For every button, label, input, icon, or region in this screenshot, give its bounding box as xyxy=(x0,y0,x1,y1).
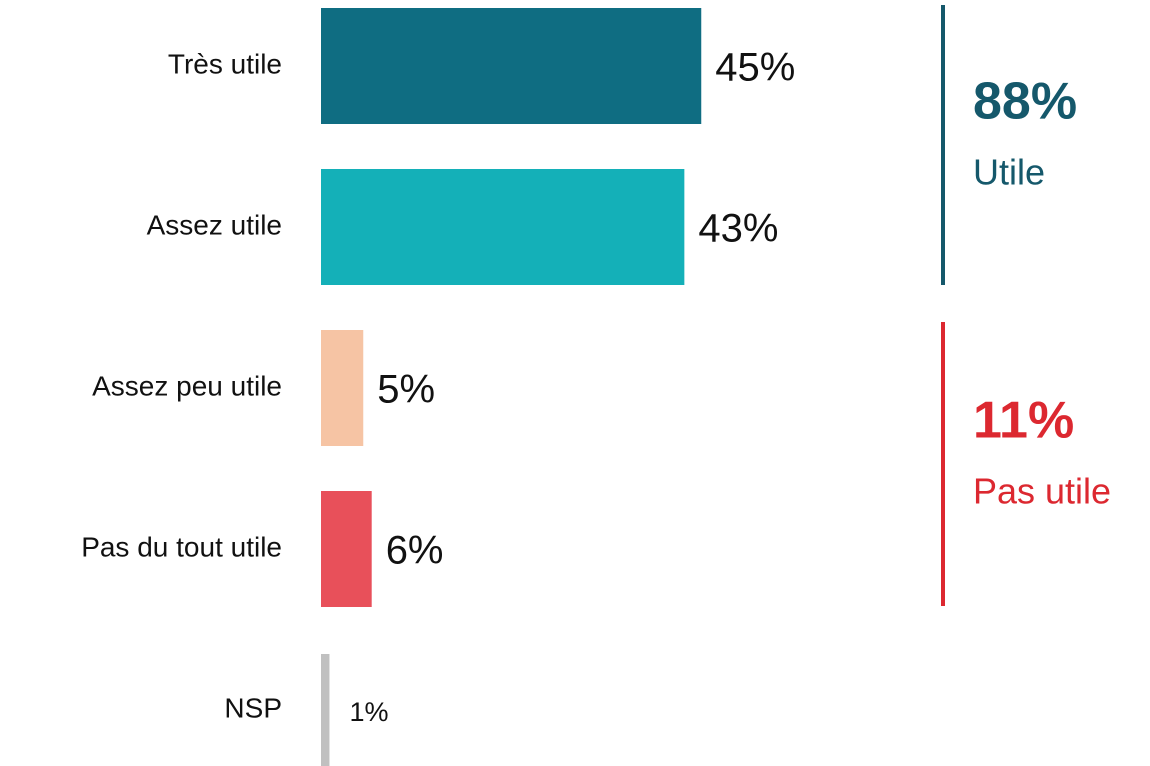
value-label: 1% xyxy=(349,697,388,727)
bar xyxy=(321,330,364,446)
category-label: Très utile xyxy=(168,48,282,79)
category-label: Assez peu utile xyxy=(92,370,282,401)
group-label: Utile xyxy=(973,152,1045,193)
bar xyxy=(321,169,685,285)
value-label: 5% xyxy=(377,368,435,412)
bar xyxy=(321,654,330,766)
category-label: Pas du tout utile xyxy=(81,531,282,562)
value-label: 43% xyxy=(698,207,778,251)
group-total: 11% xyxy=(973,392,1074,450)
category-label: Assez utile xyxy=(147,209,282,240)
value-label: 6% xyxy=(386,529,444,573)
bar xyxy=(321,8,702,124)
bar xyxy=(321,491,372,607)
group-label: Pas utile xyxy=(973,471,1111,512)
value-label: 45% xyxy=(715,46,795,90)
category-label: NSP xyxy=(224,692,282,723)
group-total: 88% xyxy=(973,73,1077,131)
